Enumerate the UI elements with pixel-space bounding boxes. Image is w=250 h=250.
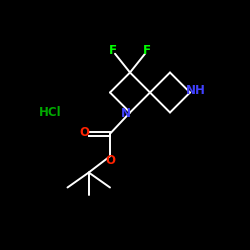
Text: F: F [109,44,117,57]
Text: HCl: HCl [39,106,61,119]
Text: F: F [143,44,151,57]
Text: O: O [105,154,115,167]
Text: N: N [120,107,130,120]
Text: O: O [79,126,89,139]
Text: NH: NH [186,84,206,96]
